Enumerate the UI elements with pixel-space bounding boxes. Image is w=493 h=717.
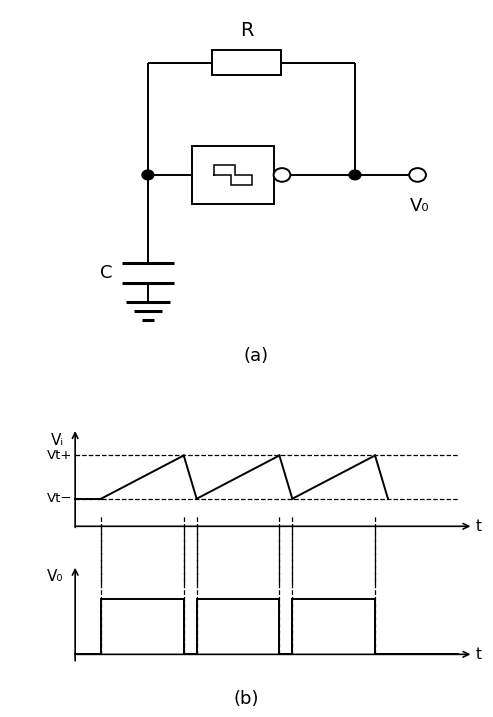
Circle shape — [349, 170, 361, 180]
Text: (a): (a) — [244, 346, 269, 365]
Text: t: t — [476, 519, 482, 533]
Text: V₀: V₀ — [47, 569, 64, 584]
Text: Vᵢ: Vᵢ — [51, 433, 64, 448]
Text: (b): (b) — [234, 690, 259, 708]
Text: Vt+: Vt+ — [47, 449, 72, 462]
Text: C: C — [100, 265, 112, 282]
Bar — [212, 49, 281, 75]
Circle shape — [142, 170, 154, 180]
Text: Vt−: Vt− — [47, 493, 72, 505]
Bar — [192, 146, 274, 204]
Text: R: R — [240, 22, 253, 40]
Circle shape — [274, 168, 290, 182]
Circle shape — [409, 168, 426, 182]
Text: V₀: V₀ — [410, 197, 430, 215]
Text: t: t — [476, 647, 482, 662]
